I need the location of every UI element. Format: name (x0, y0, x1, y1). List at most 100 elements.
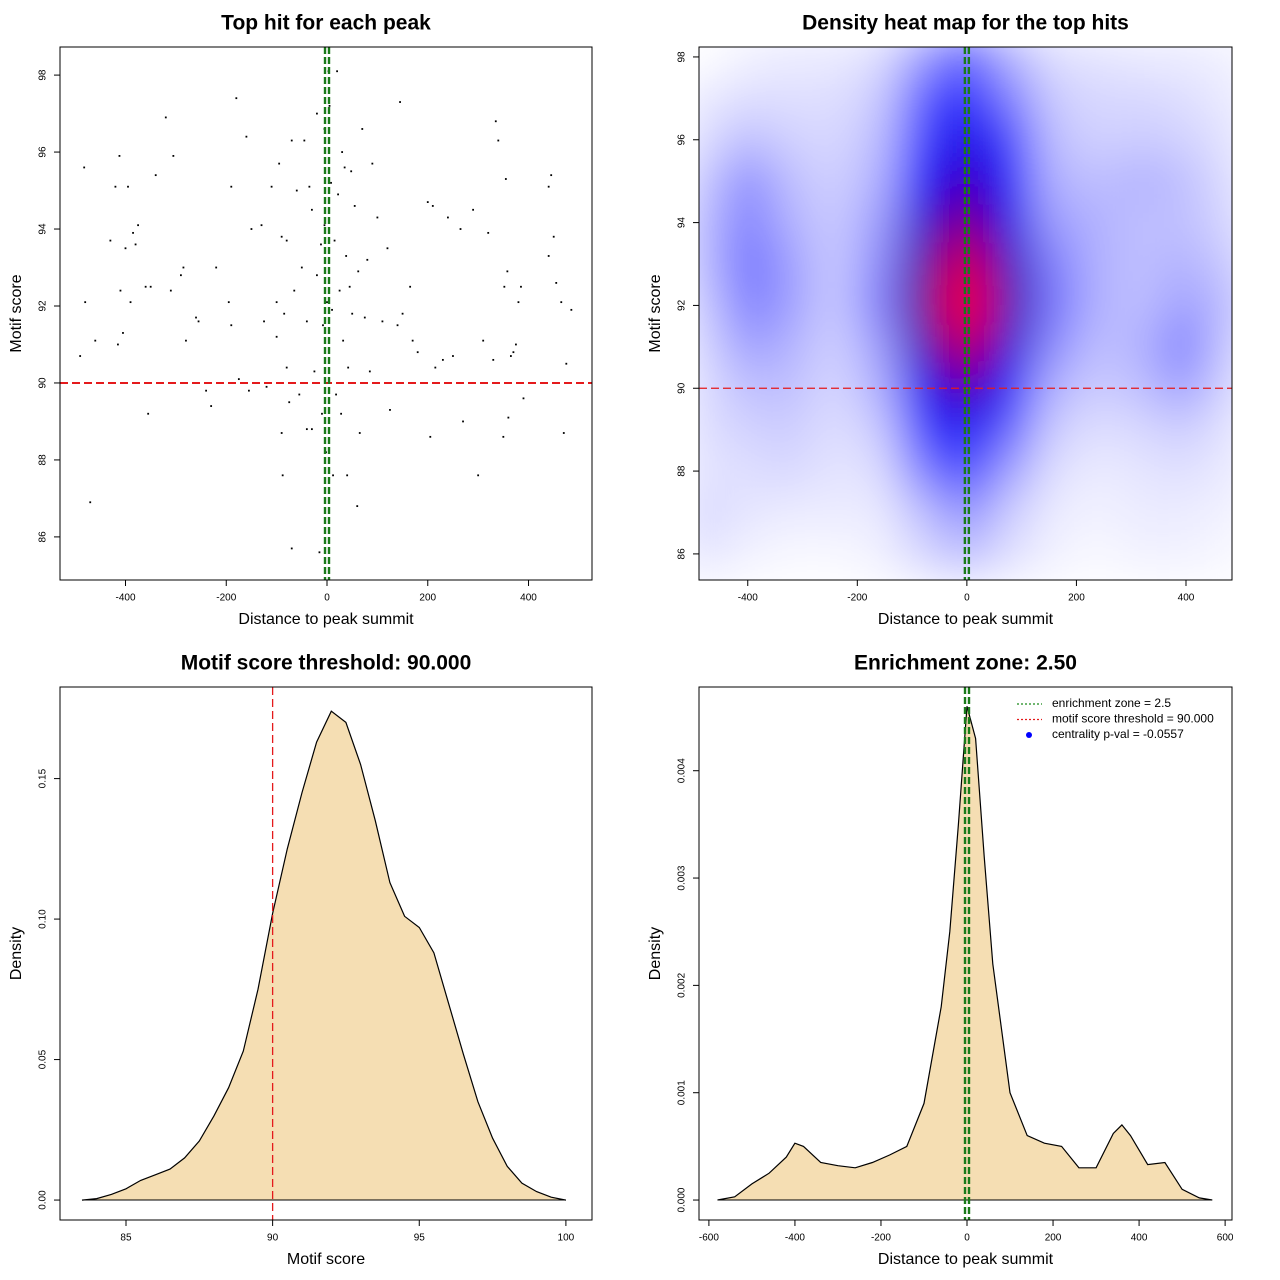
point (127, 185, 129, 188)
point (517, 301, 520, 304)
heat-cell (1206, 159, 1232, 203)
heat-cell (900, 242, 946, 286)
heat-cell (943, 325, 990, 369)
point (431, 205, 434, 207)
x-tick-label: -400 (738, 593, 758, 604)
y-tick-label: 0.003 (677, 865, 688, 890)
y-tick-label: 92 (38, 300, 49, 312)
heat-cell (768, 200, 815, 245)
point (340, 412, 343, 415)
heat-cell (1031, 200, 1078, 245)
point (265, 385, 268, 388)
legend-marker (1026, 732, 1032, 738)
heat-cell (987, 47, 1034, 79)
heat-cell (1163, 159, 1209, 203)
heat-cell (1163, 532, 1209, 576)
heat-cell (699, 76, 727, 121)
x-tick-label: 100 (558, 1233, 575, 1244)
plot-frame (698, 686, 1233, 1221)
point (330, 181, 332, 184)
heat-cell (1075, 490, 1122, 535)
heat-cell (1206, 200, 1232, 245)
x-tick-label: 400 (520, 593, 537, 604)
heat-cell (768, 118, 815, 162)
plot-frame (698, 46, 1233, 581)
x-tick-label: -400 (115, 593, 135, 604)
x-tick-label: 200 (419, 593, 436, 604)
heat-cell (1163, 76, 1209, 121)
heat-cell (768, 47, 815, 79)
point (326, 301, 328, 304)
heat-cell (1206, 449, 1232, 493)
point (333, 239, 336, 242)
point (401, 312, 404, 315)
y-tick-label: 96 (38, 146, 49, 158)
heat-cell (812, 532, 859, 576)
heat-cell (900, 407, 946, 452)
x-tick-label: -200 (871, 1233, 891, 1244)
heat-cell (1031, 159, 1078, 203)
heat-cell (1119, 200, 1166, 245)
point (248, 389, 250, 392)
heat-cell (856, 242, 903, 286)
point (89, 501, 92, 504)
x-tick-label: 600 (1217, 1233, 1234, 1244)
point (137, 224, 139, 227)
chart-title: Enrichment zone: 2.50 (854, 652, 1077, 675)
point (263, 320, 265, 323)
point (182, 266, 185, 269)
point (215, 266, 218, 269)
point (300, 266, 303, 269)
point (288, 401, 291, 404)
x-tick-label: 0 (964, 593, 970, 604)
heat-cell (1031, 407, 1078, 452)
heat-cell (1119, 407, 1166, 452)
point (494, 120, 497, 123)
y-tick-label: 0.15 (38, 768, 49, 788)
legend-label: centrality p-val = -0.0557 (1052, 727, 1184, 741)
heat-cell (943, 200, 990, 245)
heat-cell (1075, 200, 1122, 245)
heat-cell (987, 76, 1034, 121)
heat-cell (699, 283, 727, 328)
heat-cell (943, 490, 990, 535)
point (84, 301, 87, 304)
point (323, 224, 326, 227)
point (147, 412, 150, 415)
heat-cell (1075, 407, 1122, 452)
y-tick-label: 98 (38, 69, 49, 81)
plot-frame (59, 46, 593, 581)
point (305, 320, 308, 323)
density-curve (81, 710, 567, 1201)
point (195, 316, 197, 319)
point (341, 151, 344, 153)
point (149, 285, 152, 288)
heat-cell (1163, 118, 1209, 162)
heat-cell (724, 325, 771, 369)
heat-cell (856, 283, 903, 328)
point (358, 432, 361, 434)
heat-cell (987, 118, 1034, 162)
point (487, 231, 490, 234)
point (336, 70, 338, 73)
heat-cell (1163, 242, 1209, 286)
heat-cell (900, 118, 946, 162)
heat-cell (1206, 118, 1232, 162)
point (459, 228, 462, 230)
heat-cell (699, 490, 727, 535)
heat-cell (900, 47, 946, 79)
heat-cell (943, 159, 990, 203)
heat-cell (987, 200, 1034, 245)
point (389, 409, 391, 411)
heat-cell (1119, 325, 1166, 369)
heat-cell (724, 118, 771, 162)
heat-cell (768, 242, 815, 286)
x-tick-label: -200 (216, 593, 236, 604)
heat-cell (943, 449, 990, 493)
y-tick-label: 88 (677, 465, 688, 477)
point (281, 474, 284, 477)
heat-cell (1031, 76, 1078, 121)
heat-cell (724, 283, 771, 328)
y-tick-label: 98 (677, 51, 688, 63)
point (305, 428, 308, 431)
